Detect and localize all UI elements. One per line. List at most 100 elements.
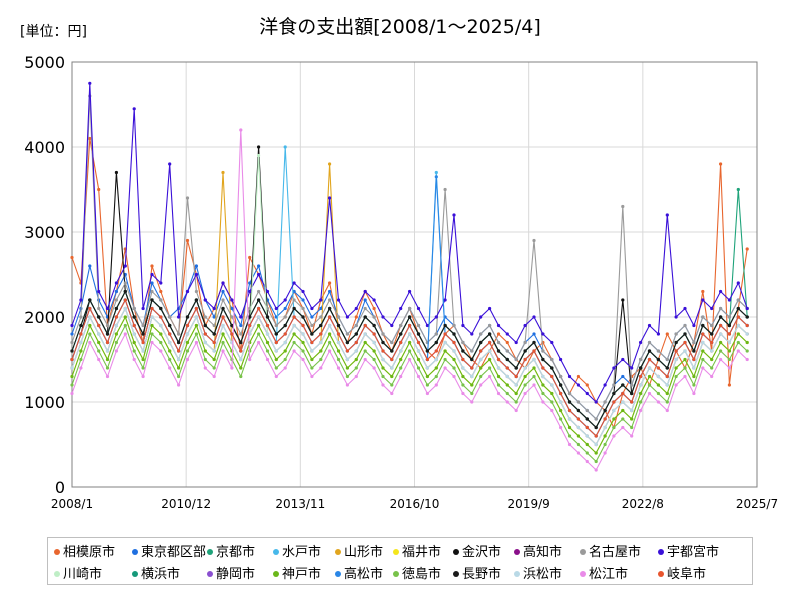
data-point <box>621 425 625 430</box>
data-point <box>354 315 358 319</box>
legend-item: 京都市 <box>207 541 255 560</box>
legend-swatch <box>54 548 60 555</box>
data-point <box>390 374 394 379</box>
data-point <box>274 332 278 336</box>
data-point <box>470 374 474 379</box>
legend-label: 高知市 <box>523 545 563 560</box>
legend-label: 相模原市 <box>63 545 116 560</box>
legend-label: 川崎市 <box>63 567 103 582</box>
data-point <box>710 349 714 353</box>
data-point <box>452 340 456 345</box>
data-point <box>88 340 92 345</box>
data-point <box>425 391 429 396</box>
data-point <box>559 400 563 404</box>
data-point <box>141 349 145 353</box>
data-point <box>177 366 181 370</box>
data-point <box>710 332 714 336</box>
chart-title: 洋食の支出額[2008/1～2025/4] <box>259 16 541 38</box>
data-point <box>372 357 376 362</box>
data-point <box>425 374 429 379</box>
data-point <box>674 383 678 387</box>
legend-swatch <box>132 570 138 577</box>
data-point <box>328 196 332 200</box>
data-point <box>150 272 154 277</box>
data-point <box>212 332 216 336</box>
data-point <box>319 315 323 319</box>
data-point <box>141 366 145 370</box>
data-point <box>336 366 341 370</box>
data-point <box>443 340 447 345</box>
data-point <box>399 306 403 311</box>
data-point <box>168 323 172 328</box>
data-point <box>496 383 501 387</box>
data-point <box>194 264 198 268</box>
data-point <box>523 357 527 362</box>
data-point <box>541 332 545 336</box>
data-point <box>177 349 181 353</box>
data-point <box>674 374 678 379</box>
data-point <box>514 366 518 370</box>
data-point <box>221 281 225 285</box>
data-point <box>416 323 421 328</box>
series-10 <box>70 81 749 404</box>
data-point <box>265 332 270 336</box>
data-point <box>532 366 536 370</box>
data-point <box>150 298 154 302</box>
data-point <box>301 340 305 345</box>
series-line <box>71 298 748 437</box>
data-point <box>443 366 447 370</box>
data-point <box>416 306 421 311</box>
data-point <box>514 391 518 396</box>
data-point <box>559 391 563 396</box>
series-line <box>71 315 748 454</box>
data-point <box>336 349 341 353</box>
data-point <box>177 332 181 336</box>
data-point <box>470 349 474 353</box>
data-point <box>567 442 572 447</box>
data-point <box>168 349 172 353</box>
legend-item: 相模原市 <box>54 541 115 560</box>
data-point <box>408 323 412 328</box>
data-point <box>239 366 243 370</box>
data-point <box>105 357 110 362</box>
data-point <box>257 340 261 345</box>
data-point <box>416 366 421 370</box>
data-point <box>452 213 456 217</box>
data-point <box>603 417 607 421</box>
data-point <box>345 315 349 319</box>
data-point <box>150 281 154 285</box>
data-point <box>283 306 287 311</box>
data-point <box>283 357 287 362</box>
data-point <box>194 289 198 294</box>
data-point <box>665 366 669 370</box>
legend-label: 名古屋市 <box>589 545 642 560</box>
data-point <box>265 323 270 328</box>
data-point <box>88 306 92 311</box>
data-point <box>230 306 234 311</box>
data-point <box>177 340 181 345</box>
data-point <box>97 357 101 362</box>
data-point <box>159 298 163 302</box>
data-point <box>399 323 403 328</box>
data-point <box>399 374 403 379</box>
data-point <box>461 349 465 353</box>
data-point <box>257 315 261 319</box>
series-14 <box>70 315 749 455</box>
data-point <box>496 340 501 345</box>
data-point <box>532 357 536 362</box>
data-point <box>550 408 554 413</box>
data-point <box>132 315 136 319</box>
data-point <box>123 315 127 319</box>
legend-item: 高知市 <box>514 541 562 560</box>
data-point <box>132 357 136 362</box>
data-point <box>443 323 447 328</box>
data-point <box>692 357 696 362</box>
data-point <box>656 383 661 387</box>
data-point <box>159 281 163 285</box>
data-point <box>399 349 403 353</box>
data-point <box>576 451 581 455</box>
data-point <box>105 366 110 370</box>
data-point <box>576 408 581 413</box>
data-point <box>559 374 563 379</box>
data-point <box>567 417 572 421</box>
